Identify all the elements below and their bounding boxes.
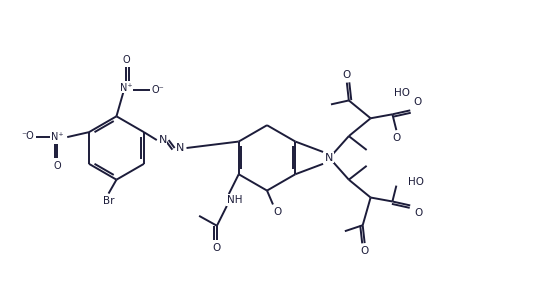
Text: O⁻: O⁻ <box>151 85 164 95</box>
Text: HO: HO <box>408 177 424 187</box>
Text: O: O <box>274 207 282 217</box>
Text: O: O <box>361 246 369 256</box>
Text: N: N <box>158 135 167 145</box>
Text: N: N <box>325 153 333 163</box>
Text: O: O <box>413 97 421 107</box>
Text: ⁻O: ⁻O <box>21 131 34 141</box>
Text: NH: NH <box>227 195 243 205</box>
Text: O: O <box>343 70 351 80</box>
Text: O: O <box>122 55 130 65</box>
Text: O: O <box>414 208 422 218</box>
Text: O: O <box>213 243 221 253</box>
Text: N⁺: N⁺ <box>51 132 64 142</box>
Text: Br: Br <box>103 196 114 206</box>
Text: O: O <box>392 133 400 143</box>
Text: HO: HO <box>395 88 410 98</box>
Text: O: O <box>53 161 61 171</box>
Text: N: N <box>176 143 185 153</box>
Text: N⁺: N⁺ <box>120 83 133 93</box>
